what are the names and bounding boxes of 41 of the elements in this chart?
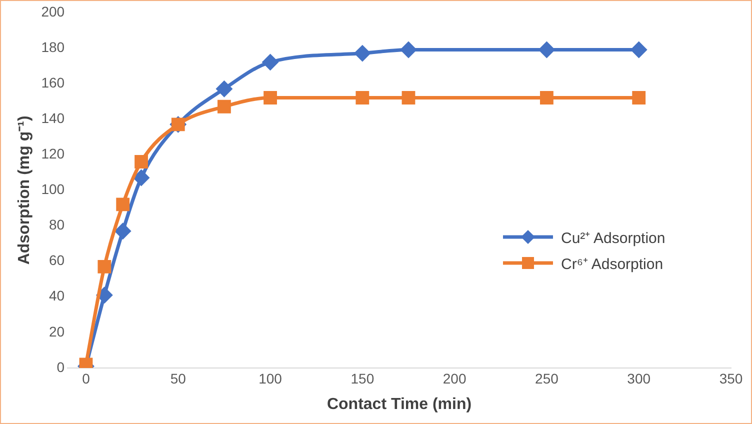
y-tick-label: 140	[41, 110, 65, 126]
point	[632, 91, 646, 104]
x-tick-label: 100	[258, 370, 282, 386]
point	[262, 54, 278, 70]
point	[115, 223, 131, 239]
y-axis-title: Adsorption (mg g⁻¹)	[16, 116, 34, 265]
x-tick-label: 250	[535, 370, 559, 386]
y-tick-label: 20	[48, 323, 65, 340]
y-tick-label: 40	[48, 288, 65, 304]
point	[540, 91, 554, 104]
y-tick-label: 200	[41, 3, 65, 20]
point	[402, 91, 416, 104]
point	[356, 91, 370, 104]
point	[354, 46, 370, 62]
legend-label: Cu²⁺ Adsorption	[561, 229, 666, 248]
x-tick-label: 200	[442, 370, 466, 386]
point	[134, 155, 148, 168]
y-tick-label: 100	[41, 181, 65, 198]
point	[96, 287, 112, 303]
y-tick-label: 120	[41, 146, 65, 162]
y-tick-label: 60	[48, 252, 65, 268]
point	[218, 100, 231, 114]
point	[264, 91, 277, 104]
y-tick-label: 180	[41, 38, 65, 55]
legend-label: Cr⁶⁺ Adsorption	[561, 255, 664, 274]
point	[400, 42, 416, 58]
y-tick-label: 80	[48, 216, 65, 233]
point	[538, 42, 554, 58]
x-tick-label: 150	[350, 370, 374, 386]
x-tick-label: 50	[170, 370, 186, 386]
point	[98, 260, 112, 274]
point	[116, 198, 130, 212]
y-tick-label: 0	[56, 358, 65, 375]
x-tick-label: 350	[719, 370, 743, 386]
point	[631, 42, 647, 58]
point	[216, 81, 232, 97]
x-tick-label: 300	[627, 370, 651, 386]
point	[134, 170, 150, 186]
x-tick-label: 0	[82, 370, 90, 386]
y-tick-label: 160	[41, 74, 65, 90]
x-axis-title: Contact Time (min)	[326, 396, 472, 413]
